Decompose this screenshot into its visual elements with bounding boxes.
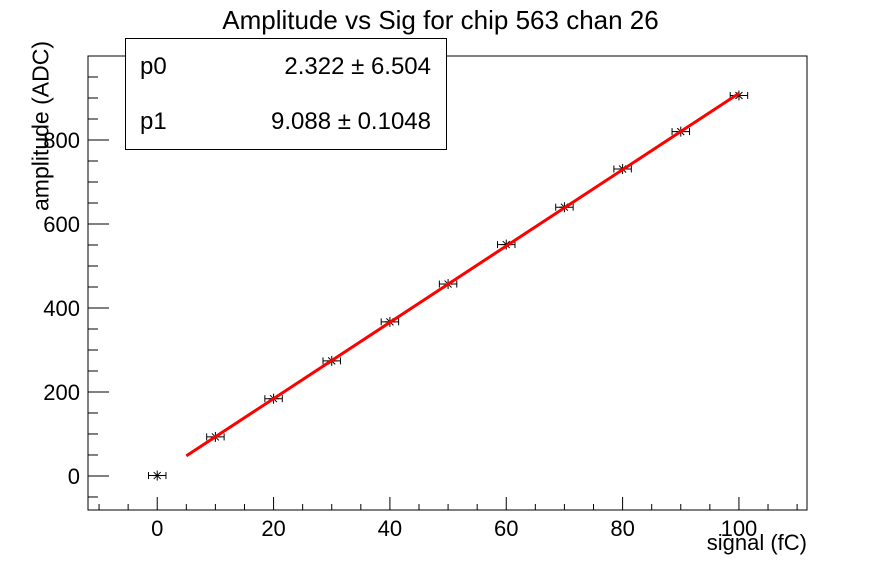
svg-text:200: 200	[43, 380, 80, 405]
svg-text:40: 40	[378, 516, 402, 541]
svg-text:600: 600	[43, 212, 80, 237]
chart-title: Amplitude vs Sig for chip 563 chan 26	[222, 5, 659, 35]
svg-text:0: 0	[68, 464, 80, 489]
svg-text:60: 60	[494, 516, 518, 541]
svg-text:400: 400	[43, 296, 80, 321]
fit-param-row-p0: p0 2.322 ± 6.504	[126, 39, 446, 94]
x-axis-title: signal (fC)	[706, 530, 807, 555]
svg-text:800: 800	[43, 128, 80, 153]
fit-param-value: 2.322 ± 6.504	[284, 52, 431, 80]
svg-text:20: 20	[261, 516, 285, 541]
svg-text:80: 80	[610, 516, 634, 541]
y-axis-title: amplitude (ADC)	[27, 41, 54, 211]
fit-param-value: 9.088 ± 0.1048	[271, 107, 431, 135]
fit-param-row-p1: p1 9.088 ± 0.1048	[126, 94, 446, 149]
svg-text:100: 100	[721, 516, 758, 541]
fit-param-label: p0	[140, 52, 167, 80]
svg-text:0: 0	[151, 516, 163, 541]
fit-param-label: p1	[140, 107, 167, 135]
fit-stats-box: p0 2.322 ± 6.504 p1 9.088 ± 0.1048	[125, 38, 447, 150]
